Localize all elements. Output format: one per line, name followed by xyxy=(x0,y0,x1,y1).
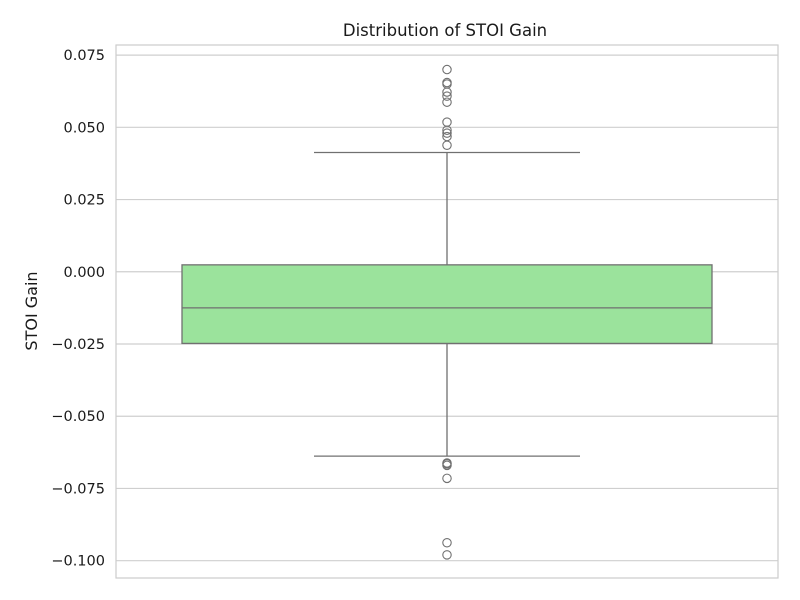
y-tick-label-5: −0.050 xyxy=(51,409,105,425)
plot-frame xyxy=(115,44,779,579)
outlier-point-3 xyxy=(442,87,452,97)
y-tick-label-2: 0.025 xyxy=(63,193,105,209)
outliers xyxy=(442,64,452,560)
outlier-point-6 xyxy=(442,117,452,127)
y-axis-label: STOI Gain xyxy=(22,271,41,350)
outlier-point-0 xyxy=(442,64,452,75)
y-tick-label-7: −0.100 xyxy=(51,554,105,570)
outlier-point-4 xyxy=(442,91,452,101)
chart-title: Distribution of STOI Gain xyxy=(343,21,547,40)
outlier-point-8 xyxy=(442,128,452,138)
y-tick-label-1: 0.050 xyxy=(63,120,105,136)
outlier-point-14 xyxy=(442,473,452,484)
outlier-point-16 xyxy=(442,550,452,560)
outlier-point-5 xyxy=(442,97,452,107)
outlier-point-10 xyxy=(442,140,452,150)
outlier-point-7 xyxy=(442,125,452,135)
y-tick-label-0: 0.075 xyxy=(63,48,105,64)
outlier-point-15 xyxy=(442,538,452,548)
box-iqr xyxy=(181,264,713,345)
y-tick-labels: 0.075 0.050 0.025 0.000 −0.025 −0.050 −0.075 −0… xyxy=(51,48,105,570)
outlier-point-13 xyxy=(442,460,452,471)
boxplot xyxy=(181,151,713,457)
y-tick-label-6: −0.075 xyxy=(51,481,105,497)
y-tick-label-3: 0.000 xyxy=(63,265,105,281)
y-tick-label-4: −0.025 xyxy=(51,337,105,353)
